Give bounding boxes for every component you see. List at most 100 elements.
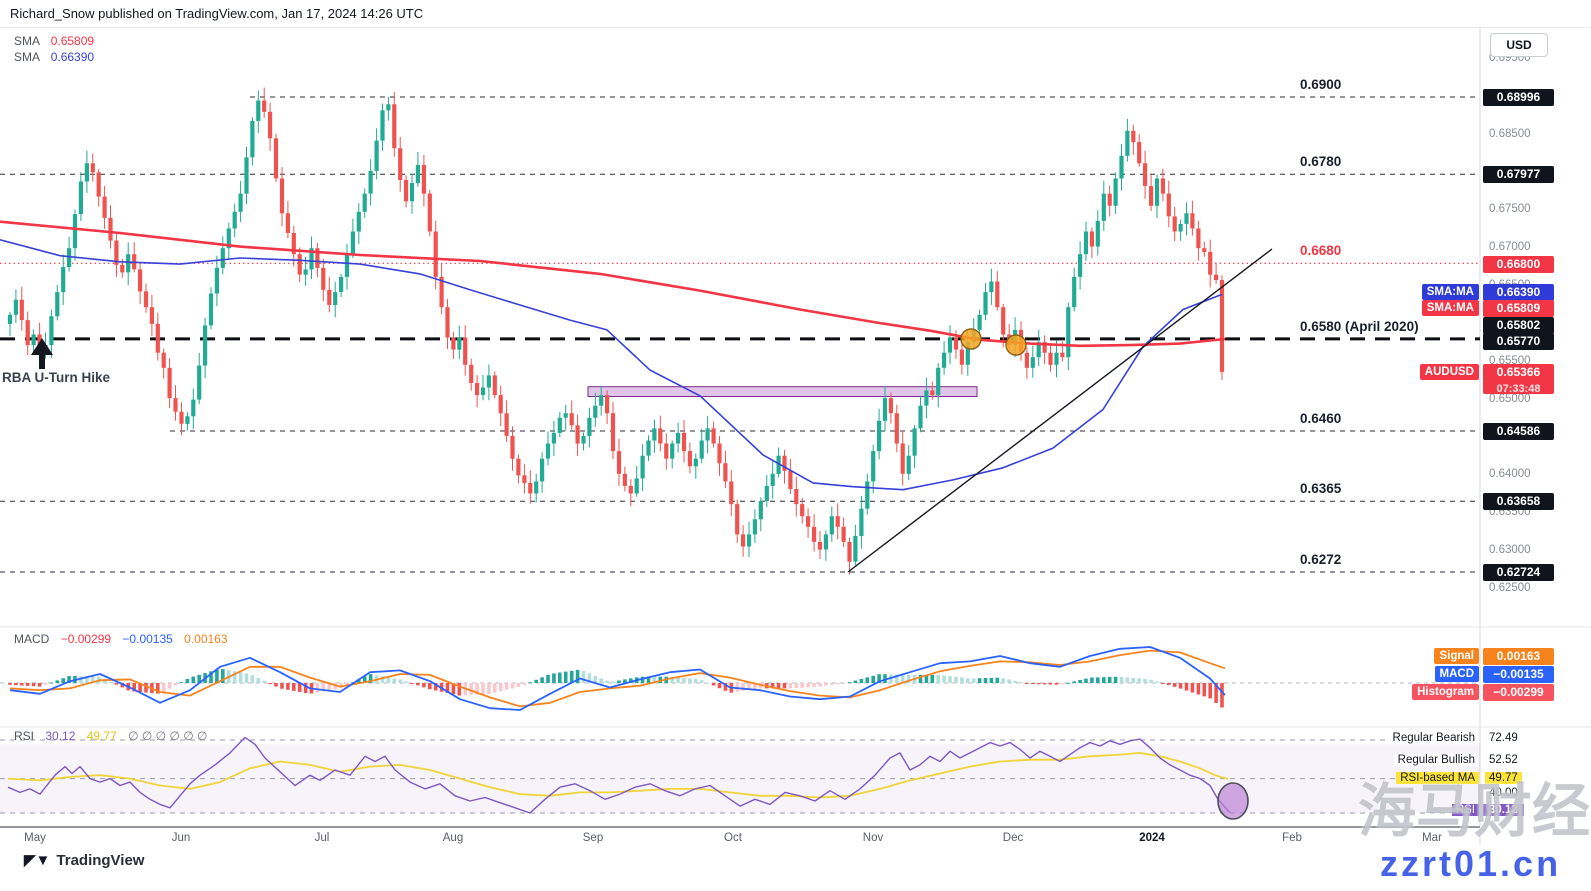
macd-histogram-bar	[552, 673, 556, 683]
macd-histogram-bar	[1220, 683, 1224, 708]
axis-price-label: 0.68500	[1489, 128, 1531, 140]
sma50-line[interactable]	[0, 239, 1223, 491]
tradingview-logo[interactable]: ◤▼ TradingView	[24, 851, 144, 869]
header-divider	[0, 27, 1591, 28]
candle-body	[126, 254, 131, 273]
candle-body	[894, 413, 899, 444]
macd-badge-label: Histogram	[1412, 684, 1479, 700]
up-arrow-icon	[31, 338, 53, 369]
macd-histogram-bar	[883, 674, 887, 683]
candle-body	[415, 164, 420, 184]
macd-histogram-bar	[120, 683, 125, 688]
macd-histogram-bar	[605, 680, 609, 683]
macd-histogram-bar	[717, 683, 722, 689]
candle-body	[469, 364, 474, 383]
macd-histogram-bar	[682, 678, 686, 683]
currency-toggle-button[interactable]: USD	[1490, 33, 1548, 57]
sma200-line[interactable]	[0, 220, 1226, 348]
candle-body	[197, 365, 202, 400]
rsi-row-label: RSI-based MA	[1396, 772, 1479, 784]
candle-body	[451, 337, 456, 350]
time-axis-label: Oct	[724, 832, 742, 844]
candle-body	[244, 157, 249, 194]
candle-body	[711, 428, 716, 444]
axis-price-badge: 0.65802	[1483, 317, 1554, 334]
macd-histogram-bar	[1001, 678, 1005, 683]
candle-body	[1048, 352, 1053, 365]
macd-histogram-bar	[250, 675, 255, 683]
macd-histogram-bar	[1007, 679, 1011, 683]
supply-zone-box[interactable]	[587, 386, 978, 398]
candle-body	[622, 473, 627, 486]
macd-histogram-bar	[209, 671, 213, 683]
candle-body	[545, 443, 551, 459]
candle-body	[794, 489, 799, 505]
macd-histogram-bar	[670, 676, 674, 683]
candle-body	[817, 542, 823, 550]
candle-body	[31, 334, 36, 346]
candle-body	[942, 352, 947, 368]
macd-line-value: −0.00135	[122, 632, 173, 646]
candle-body	[226, 228, 231, 249]
candle-body	[368, 170, 373, 194]
macd-main-line[interactable]	[9, 646, 1226, 711]
macd-histogram-bar	[705, 682, 710, 684]
axis-price-label: 0.67000	[1489, 241, 1531, 253]
macd-histogram-bar	[20, 683, 24, 686]
macd-histogram-bar	[303, 683, 308, 693]
macd-histogram-bar	[824, 683, 828, 686]
macd-histogram-bar	[617, 680, 621, 683]
macd-histogram-bar	[522, 683, 527, 685]
macd-histogram-bar	[333, 683, 337, 690]
sma2-legend[interactable]: SMA 0.66390	[14, 50, 94, 64]
macd-histogram-bar	[1072, 681, 1076, 683]
rsi-highlight-ellipse[interactable]	[1217, 782, 1249, 820]
macd-histogram-bar	[368, 674, 373, 683]
macd-signal-line[interactable]	[9, 649, 1226, 708]
macd-histogram-bar	[830, 683, 834, 685]
macd-histogram-bar	[1025, 683, 1029, 684]
macd-histogram-bar	[1113, 676, 1118, 683]
macd-signal-value: 0.00163	[184, 632, 228, 646]
macd-histogram-bar	[37, 683, 42, 687]
macd-legend[interactable]: MACD −0.00299 −0.00135 0.00163	[14, 632, 228, 646]
macd-histogram-bar	[469, 683, 473, 695]
rsi-main-line[interactable]	[7, 736, 1231, 814]
candle-body	[1184, 213, 1189, 224]
candle-body	[1036, 342, 1041, 358]
macd-histogram-bar	[392, 678, 397, 683]
candle-body	[640, 455, 645, 479]
candle-body	[534, 481, 539, 494]
trendline[interactable]	[847, 248, 1273, 573]
sma1-legend[interactable]: SMA 0.65809	[14, 34, 94, 48]
rsi-legend[interactable]: RSI 30.12 49.77 ∅ ∅ ∅ ∅ ∅ ∅	[14, 729, 208, 743]
candle-body	[1149, 186, 1154, 206]
rsi-ma-line[interactable]	[7, 752, 1229, 799]
candle-body	[841, 526, 846, 542]
series-name-chip: AUDUSD	[1419, 364, 1479, 380]
candle-body	[965, 342, 970, 365]
candle-body	[947, 337, 953, 353]
highlight-circle[interactable]	[960, 328, 982, 350]
candle-body	[120, 264, 125, 273]
axis-price-label: 0.67500	[1489, 203, 1531, 215]
candle-body	[912, 428, 917, 456]
candle-body	[1101, 193, 1106, 221]
candle-body	[1172, 216, 1177, 232]
candle-body	[610, 413, 616, 452]
macd-histogram-bar	[197, 674, 201, 683]
candle-body	[268, 111, 273, 139]
level-price-label: 0.6580 (April 2020)	[1300, 319, 1419, 334]
macd-histogram-bar	[362, 676, 367, 683]
tradingview-glyph-icon: ◤▼	[24, 852, 51, 869]
candle-body	[1214, 274, 1219, 280]
candle-body	[220, 248, 225, 268]
macd-histogram-bar	[1042, 683, 1047, 685]
candle-body	[179, 411, 184, 424]
candle-body	[480, 387, 486, 396]
highlight-circle[interactable]	[1005, 334, 1027, 356]
time-axis-label: Jul	[314, 832, 330, 844]
candle-body	[593, 405, 598, 418]
candle-body	[1107, 193, 1112, 206]
